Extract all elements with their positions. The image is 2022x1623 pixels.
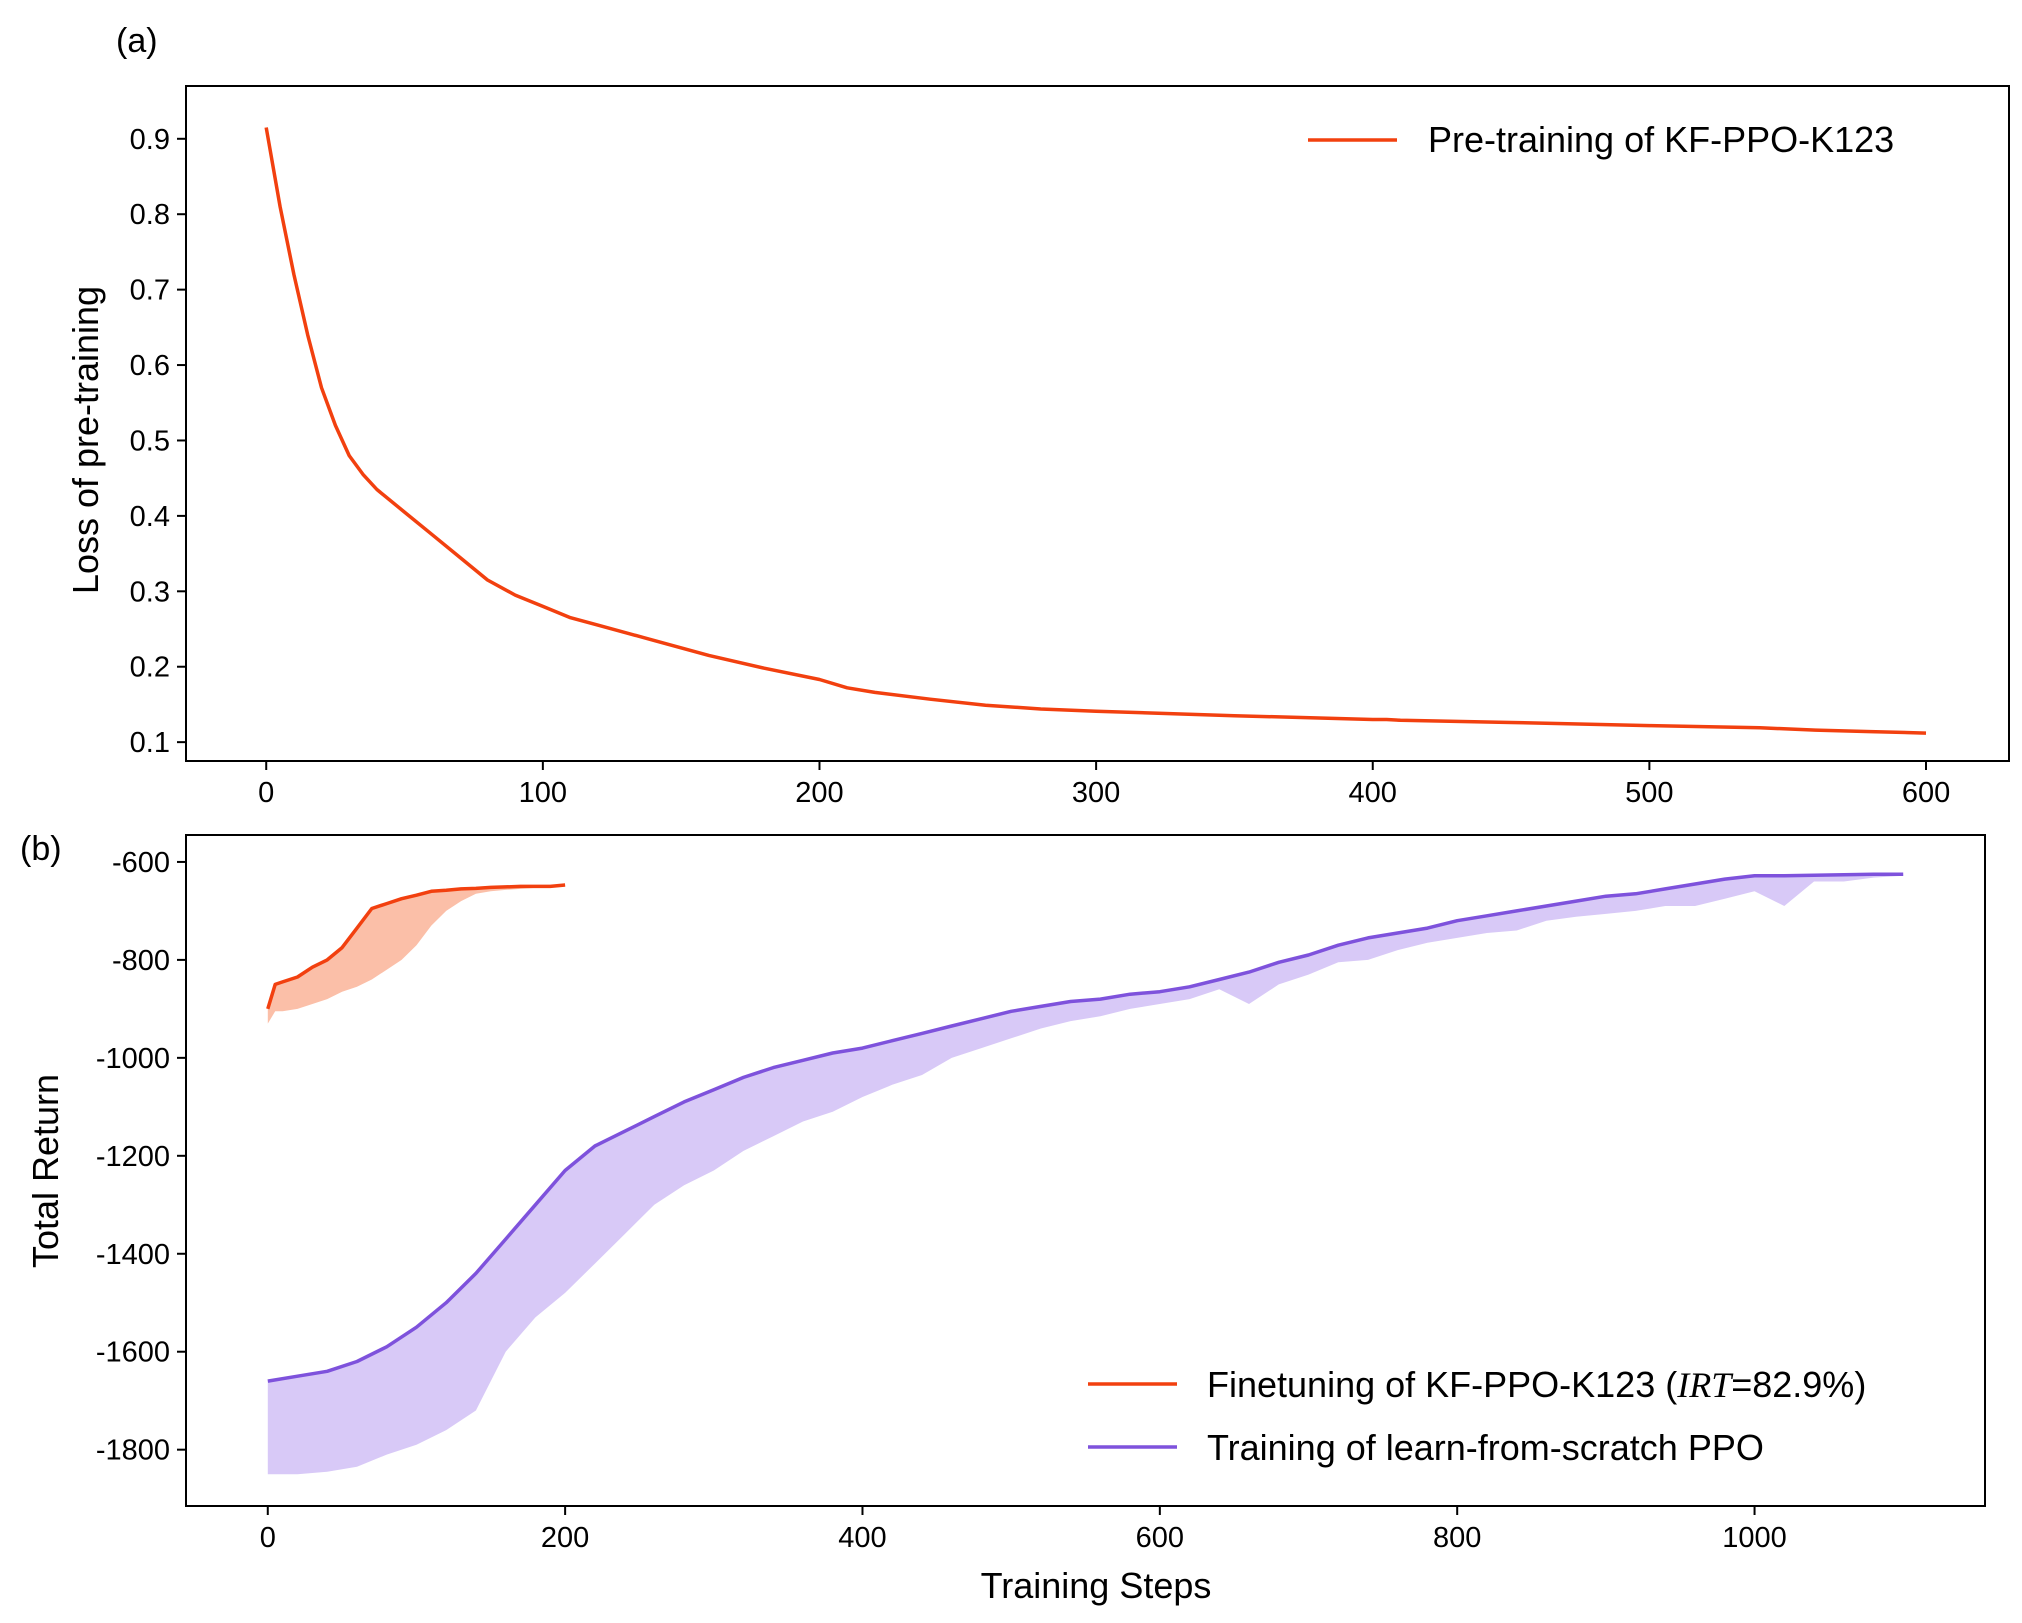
legend-label-finetuning: Finetuning of KF-PPO-K123 (IRT=82.9%)	[1207, 1364, 1866, 1405]
y-tick-label: -1800	[96, 1435, 170, 1467]
panel-b-label: (b)	[20, 830, 62, 868]
panel-b-ticks: 0 200 400 600 800 1000 -600 -800 -1000 -1200 -1400…	[96, 847, 1787, 1554]
panel-a-frame	[185, 85, 2010, 762]
series-line-1	[267, 872, 1904, 1383]
panel-a-series	[264, 127, 1927, 735]
y-tick-label: -1200	[96, 1141, 170, 1173]
x-tick-label: 600	[1136, 1522, 1184, 1554]
x-tick-label: 0	[258, 777, 274, 809]
panel-a-ticks: 0 100 200 300 400 500 600 0.1 0.2 0.3 0.4 0.5 0.6 0.7…	[130, 124, 1951, 809]
panel-a: (a) Loss of pre-training 0 100 200 300 400 50…	[65, 22, 2010, 809]
panel-a-label: (a)	[116, 22, 158, 60]
panel-b-legend: Finetuning of KF-PPO-K123 (IRT=82.9%) Tr…	[1088, 1364, 1866, 1468]
x-tick-label: 400	[838, 1522, 886, 1554]
x-tick-label: 0	[260, 1522, 276, 1554]
legend-label-pretraining: Pre-training of KF-PPO-K123	[1428, 119, 1894, 160]
y-tick-label: -1600	[96, 1337, 170, 1369]
legend-finetuning-prefix: Finetuning of KF-PPO-K123 (	[1207, 1364, 1677, 1405]
y-tick-label: -1400	[96, 1239, 170, 1271]
legend-finetuning-irt: IRT	[1676, 1365, 1734, 1405]
y-tick-label: 0.5	[130, 425, 170, 457]
x-tick-label: 300	[1072, 777, 1120, 809]
panel-a-legend: Pre-training of KF-PPO-K123	[1308, 119, 1894, 160]
y-tick-label: -600	[112, 847, 170, 879]
series-band-1	[267, 874, 1904, 1475]
y-tick-label: 0.9	[130, 124, 170, 156]
y-tick-label: 0.4	[130, 501, 170, 533]
x-tick-label: 500	[1625, 777, 1673, 809]
series-line-0	[266, 883, 566, 1010]
series-line-0	[264, 127, 1927, 735]
y-tick-label: 0.8	[130, 199, 170, 231]
x-tick-label: 400	[1349, 777, 1397, 809]
panel-b-x-axis-label: Training Steps	[981, 1565, 1212, 1606]
series-band-0	[267, 885, 566, 1024]
x-tick-label: 600	[1902, 777, 1950, 809]
x-tick-label: 1000	[1722, 1522, 1787, 1554]
x-tick-label: 200	[795, 777, 843, 809]
panel-b: (b) Total Return Training Steps 0 200 400 6…	[20, 830, 1986, 1606]
y-tick-label: -800	[112, 945, 170, 977]
y-tick-label: 0.3	[130, 576, 170, 608]
x-tick-label: 100	[519, 777, 567, 809]
panel-b-bands	[267, 874, 1904, 1475]
x-tick-label: 800	[1433, 1522, 1481, 1554]
legend-finetuning-suffix: =82.9%)	[1731, 1364, 1866, 1405]
panel-b-y-axis-label: Total Return	[25, 1074, 66, 1268]
panel-b-frame	[185, 834, 1986, 1507]
y-tick-label: 0.6	[130, 350, 170, 382]
y-tick-label: 0.1	[130, 727, 170, 759]
y-tick-label: 0.7	[130, 275, 170, 307]
panel-a-y-axis-label: Loss of pre-training	[65, 286, 106, 594]
y-tick-label: 0.2	[130, 652, 170, 684]
panel-b-series	[266, 872, 1904, 1383]
x-tick-label: 200	[541, 1522, 589, 1554]
y-tick-label: -1000	[96, 1043, 170, 1075]
legend-label-scratch: Training of learn-from-scratch PPO	[1207, 1427, 1764, 1468]
